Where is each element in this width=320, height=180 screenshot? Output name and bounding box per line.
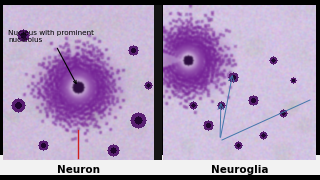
Text: Neuroglia: Neuroglia (211, 165, 269, 175)
Text: Neuron: Neuron (57, 165, 100, 175)
Text: Nucleus with prominent
nucleolus: Nucleus with prominent nucleolus (8, 30, 94, 84)
